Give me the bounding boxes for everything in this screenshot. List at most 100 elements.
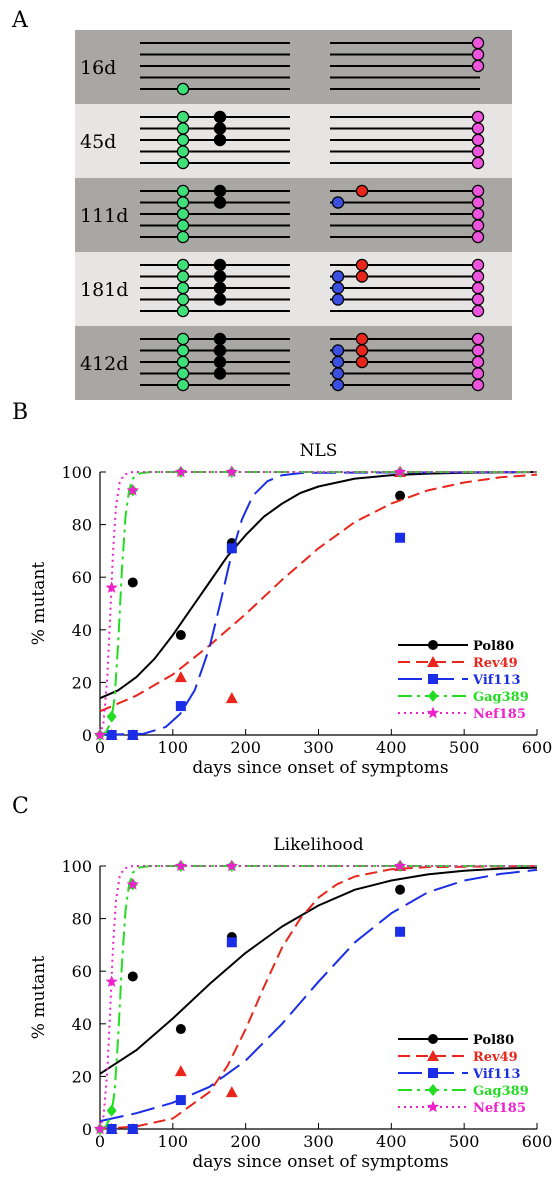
- green-mutation-dot: [176, 207, 190, 221]
- green-mutation-dot: [176, 258, 190, 272]
- magenta-mutation-dot: [471, 156, 485, 170]
- magenta-mutation-dot: [471, 133, 485, 147]
- magenta-mutation-dot: [471, 355, 485, 369]
- panel-b-nls-chart: NLS 0 20 40 60 80 100 0 100 200 300 400 500 600 days s…: [29, 441, 552, 778]
- sample-row-111d: 111d: [75, 178, 512, 252]
- data-point-Pol80: [175, 630, 186, 641]
- legend-marker: [427, 656, 439, 667]
- black-mutation-dot: [213, 281, 227, 295]
- x-axis-label: days since onset of symptoms: [192, 758, 448, 778]
- legend-marker: [428, 674, 438, 684]
- magenta-mutation-dot: [471, 219, 485, 232]
- data-point-Gag389: [106, 1104, 117, 1117]
- magenta-mutation-dot: [471, 270, 485, 283]
- legend-marker: [426, 1100, 440, 1113]
- legend-entry-Pol80: Pol80: [398, 639, 514, 654]
- y-tick-label: 20: [72, 673, 92, 692]
- green-mutation-dot: [176, 304, 190, 318]
- magenta-mutation-dot: [471, 36, 485, 50]
- legend-label: Nef185: [473, 707, 526, 722]
- data-point-Nef185: [393, 465, 407, 478]
- row-label: 45d: [80, 131, 116, 153]
- data-point-Vif113: [106, 730, 117, 740]
- legend-label: Pol80: [473, 1033, 514, 1048]
- y-axis-label: % mutant: [29, 956, 49, 1040]
- fit-curve-Vif113: [99, 868, 538, 1123]
- black-mutation-dot: [213, 344, 227, 357]
- legend-marker: [427, 1050, 439, 1061]
- legend-entry-Gag389: Gag389: [398, 690, 529, 705]
- data-point-Vif113: [226, 543, 237, 554]
- green-mutation-dot: [176, 344, 190, 357]
- row-label: 16d: [80, 57, 116, 79]
- y-tick-label: 0: [82, 726, 92, 745]
- data-point-Vif113: [226, 937, 237, 948]
- x-tick-label: 100: [158, 738, 189, 757]
- green-mutation-dot: [176, 293, 190, 306]
- black-mutation-dot: [213, 355, 227, 369]
- legend-label: Pol80: [473, 639, 514, 654]
- data-point-Rev49: [225, 692, 238, 704]
- data-point-Nef185: [393, 859, 407, 872]
- magenta-mutation-dot: [471, 344, 485, 357]
- red-mutation-dot: [355, 184, 369, 198]
- magenta-mutation-dot: [471, 207, 485, 221]
- magenta-mutation-dot: [471, 230, 485, 244]
- blue-mutation-dot: [331, 293, 345, 306]
- x-tick-label: 200: [230, 1132, 261, 1151]
- data-point-Nef185: [126, 483, 139, 496]
- red-mutation-dot: [355, 258, 369, 272]
- data-point-Gag389: [106, 710, 117, 723]
- green-mutation-dot: [176, 281, 190, 295]
- x-tick-label: 300: [303, 1132, 334, 1151]
- green-mutation-dot: [176, 367, 190, 380]
- magenta-mutation-dot: [471, 367, 485, 380]
- data-point-Nef185: [105, 581, 118, 593]
- x-tick-label: 500: [449, 738, 480, 757]
- fit-curve-Vif113: [99, 471, 538, 736]
- y-tick-label: 40: [72, 1015, 92, 1034]
- y-tick-label: 60: [72, 568, 92, 587]
- x-tick-label: 0: [95, 1132, 105, 1151]
- magenta-mutation-dot: [471, 196, 485, 209]
- fit-curve-Gag389: [99, 471, 537, 736]
- legend-entry-Pol80: Pol80: [398, 1033, 514, 1048]
- fit-curve-Nef185: [99, 865, 537, 1130]
- data-point-Nef185: [174, 859, 187, 872]
- panel-a-mutation-diagram: 16d 45d 111d 181d 412d: [75, 30, 512, 400]
- legend-label: Gag389: [473, 1084, 529, 1099]
- y-tick-label: 40: [72, 621, 92, 640]
- x-tick-label: 100: [158, 1132, 189, 1151]
- black-mutation-dot: [213, 270, 227, 283]
- magenta-mutation-dot: [471, 304, 485, 318]
- legend-label: Gag389: [473, 690, 529, 705]
- blue-mutation-dot: [331, 270, 345, 283]
- panel-c-likelihood-chart: Likelihood 0 20 40 60 80 100 0 100 200 300 400 500 60…: [29, 835, 552, 1172]
- legend-entry-Rev49: Rev49: [398, 1050, 518, 1065]
- blue-mutation-dot: [331, 367, 345, 380]
- sample-row-45d: 45d: [75, 104, 512, 178]
- series-Vif113: [99, 868, 538, 1134]
- data-point-Pol80: [175, 1024, 186, 1035]
- fit-curve-Nef185: [99, 471, 537, 736]
- x-axis-label: days since onset of symptoms: [192, 1152, 448, 1172]
- x-tick-label: 0: [95, 738, 105, 757]
- sample-row-412d: 412d: [75, 326, 512, 400]
- legend-label: Vif113: [472, 673, 521, 688]
- fit-curve-Rev49: [99, 473, 538, 713]
- data-point-Vif113: [395, 532, 406, 543]
- green-mutation-dot: [176, 230, 190, 244]
- legend-label: Rev49: [473, 1050, 518, 1065]
- y-tick-label: 80: [72, 516, 92, 535]
- fit-curve-Pol80: [99, 471, 538, 700]
- series-Pol80: [99, 866, 538, 1134]
- data-point-Vif113: [106, 1124, 117, 1134]
- magenta-mutation-dot: [471, 378, 485, 392]
- legend-label: Nef185: [473, 1101, 526, 1116]
- magenta-mutation-dot: [471, 258, 485, 272]
- x-tick-label: 400: [376, 738, 407, 757]
- sample-row-181d: 181d: [75, 252, 512, 326]
- x-tick-label: 500: [449, 1132, 480, 1151]
- series-Pol80: [99, 471, 538, 740]
- series-Gag389: [95, 466, 537, 741]
